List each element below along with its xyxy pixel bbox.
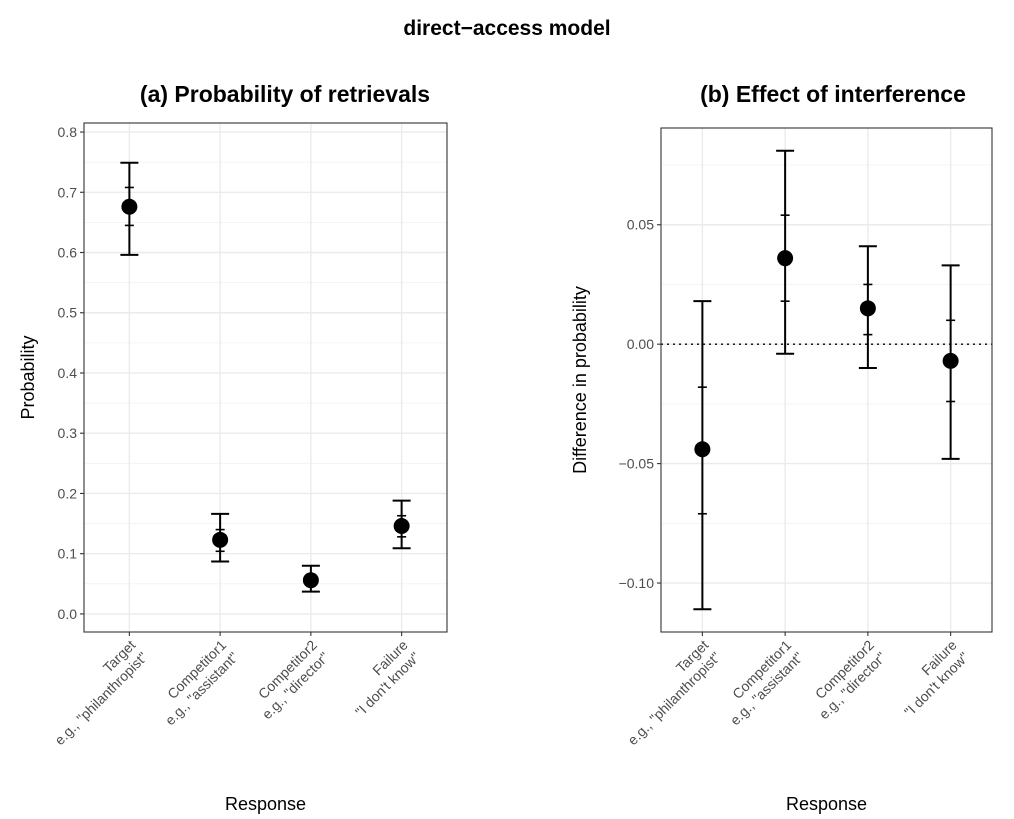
data-point-group — [858, 245, 877, 370]
panel-border — [660, 127, 993, 633]
data-point-group — [776, 149, 795, 355]
y-tick-label: 0.2 — [58, 485, 78, 501]
x-tick-label: Competitor1e.g., "assistant" — [715, 637, 807, 729]
y-tick-label: 0.8 — [58, 124, 78, 140]
x-tick-label: Targete.g., "philanthropist" — [612, 637, 723, 748]
y-tick-label: 0.00 — [627, 336, 654, 352]
y-axis-label: Difference in probability — [570, 286, 590, 474]
data-point-group — [301, 564, 320, 593]
point-estimate — [121, 198, 138, 215]
y-tick-label: 0.1 — [58, 546, 78, 562]
point-estimate — [777, 250, 794, 267]
panel-title: (b) Effect of interference — [700, 81, 966, 107]
panel-border — [83, 122, 448, 633]
y-tick-label: −0.10 — [619, 575, 655, 591]
point-estimate — [393, 517, 410, 534]
x-tick-label: Failure"I don't know" — [889, 637, 972, 720]
point-estimate — [694, 441, 711, 458]
x-tick-label: Competitor2e.g., "director" — [247, 637, 333, 723]
figure-title: direct−access model — [403, 17, 610, 40]
y-tick-label: 0.7 — [58, 184, 78, 200]
x-axis-label: Response — [786, 794, 867, 814]
y-tick-label: 0.0 — [58, 606, 78, 622]
point-estimate — [302, 572, 319, 589]
data-point-group — [392, 499, 411, 550]
panel-probability-of-retrievals: (a) Probability of retrievals 0.0 0.1 0.2 0.… — [18, 81, 448, 814]
data-point-group — [693, 300, 712, 611]
y-tick-label: 0.5 — [58, 305, 78, 321]
point-estimate — [212, 531, 229, 548]
data-point-group — [120, 161, 139, 256]
panel-title: (a) Probability of retrievals — [140, 81, 430, 107]
y-tick-label: −0.05 — [619, 456, 655, 472]
y-tick-label: 0.6 — [58, 245, 78, 261]
panel-effect-of-interference: (b) Effect of interference −0.10 −0.05 0.00… — [570, 81, 993, 814]
x-tick-label: Competitor2e.g., "director" — [804, 637, 890, 723]
point-estimate — [859, 300, 876, 317]
x-axis-label: Response — [225, 794, 306, 814]
x-tick-label: Targete.g., "philanthropist" — [39, 637, 150, 748]
data-point-group — [941, 264, 960, 460]
x-tick-label: Failure"I don't know" — [340, 637, 423, 720]
y-tick-label: 0.05 — [627, 217, 654, 233]
y-axis-label: Probability — [18, 335, 38, 419]
y-tick-label: 0.4 — [58, 365, 78, 381]
data-point-group — [211, 512, 230, 563]
point-estimate — [942, 352, 959, 369]
x-tick-label: Competitor1e.g., "assistant" — [150, 637, 242, 729]
y-tick-label: 0.3 — [58, 425, 78, 441]
